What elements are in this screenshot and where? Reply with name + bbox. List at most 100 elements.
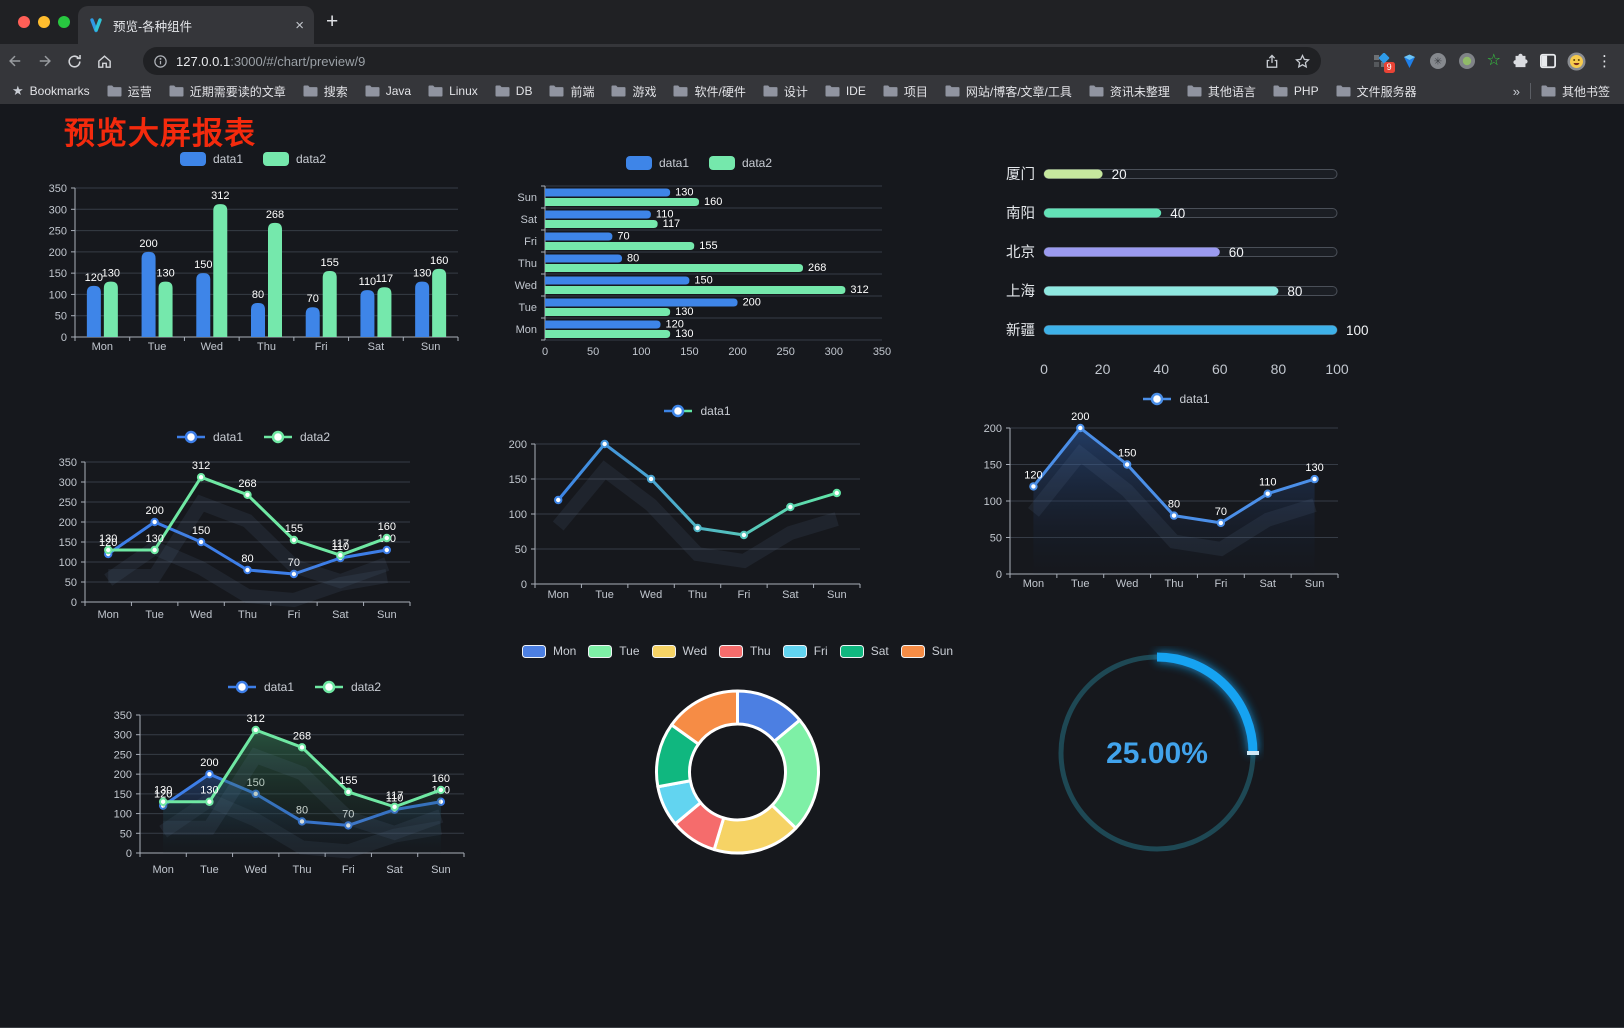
legend-item[interactable]: data1 [227, 680, 294, 694]
bookmark-folder[interactable]: 文件服务器 [1336, 83, 1417, 100]
legend-item[interactable]: data1 [179, 152, 243, 166]
svg-text:130: 130 [413, 268, 431, 280]
svg-text:Tue: Tue [1071, 578, 1090, 590]
tab-strip: 预览-各种组件 × + [0, 0, 1624, 44]
bookmark-folder[interactable]: 资讯未整理 [1089, 83, 1170, 100]
browser-menu-icon[interactable]: ⋮ [1597, 53, 1612, 70]
svg-text:80: 80 [1287, 284, 1302, 299]
bookmark-folder[interactable]: 软件/硬件 [673, 83, 746, 100]
legend-item[interactable]: data2 [314, 680, 381, 694]
legend-item[interactable]: data2 [263, 430, 330, 444]
maximize-window-button[interactable] [58, 16, 70, 28]
extension-grid-icon[interactable]: 9 [1373, 52, 1395, 73]
bookmark-folder[interactable]: PHP [1273, 84, 1319, 98]
bookmark-star-icon[interactable] [1294, 53, 1311, 70]
legend-label: data1 [658, 156, 689, 170]
svg-text:Thu: Thu [257, 341, 276, 353]
svg-text:80: 80 [1168, 499, 1180, 511]
bookmark-folder[interactable]: IDE [825, 84, 866, 98]
svg-text:110: 110 [386, 793, 404, 805]
reload-icon[interactable] [66, 53, 96, 70]
bookmark-folder[interactable]: 近期需要读的文章 [169, 83, 286, 100]
bookmark-folder-label: 运营 [127, 84, 152, 99]
legend-item[interactable]: data1 [625, 156, 689, 170]
bookmark-folder[interactable]: DB [495, 84, 532, 98]
legend-item[interactable]: Wed [651, 644, 707, 658]
folder-icon [611, 85, 626, 97]
legend-item[interactable]: Sat [839, 644, 889, 658]
chart-legend: data1 [962, 388, 1390, 410]
forward-icon[interactable] [36, 52, 66, 70]
extension-dot-icon[interactable] [1458, 52, 1476, 70]
bookmark-folder[interactable]: Linux [428, 84, 478, 98]
other-bookmarks-label: 其他书签 [1561, 84, 1610, 99]
legend-label: data2 [742, 156, 773, 170]
svg-text:120: 120 [85, 272, 103, 284]
folder-icon [1187, 85, 1202, 97]
svg-text:Sun: Sun [421, 341, 441, 353]
site-info-icon[interactable] [153, 54, 168, 69]
other-bookmarks-folder[interactable]: 其他书签 [1541, 83, 1610, 100]
svg-text:50: 50 [65, 577, 77, 589]
svg-text:268: 268 [266, 209, 284, 221]
svg-text:Sat: Sat [386, 864, 403, 876]
emoji-extension-icon[interactable] [1567, 52, 1586, 71]
new-tab-button[interactable]: + [326, 10, 339, 33]
svg-text:Sun: Sun [517, 192, 537, 204]
address-bar[interactable]: 127.0.0.1:3000/#/chart/preview/9 [143, 47, 1321, 75]
bookmark-folder-label: 其他语言 [1207, 84, 1256, 99]
close-window-button[interactable] [18, 16, 30, 28]
tab-close-icon[interactable]: × [295, 16, 304, 34]
bookmarks-manager[interactable]: ★ Bookmarks [12, 83, 90, 99]
back-icon[interactable] [6, 52, 36, 70]
bookmark-folder[interactable]: 其他语言 [1187, 83, 1256, 100]
legend-item[interactable]: data2 [709, 156, 772, 170]
legend-item[interactable]: data1 [663, 404, 731, 418]
bookmark-folder-label: 游戏 [632, 84, 657, 99]
legend-item[interactable]: Mon [521, 644, 576, 658]
chart-legend: data1 data2 [500, 152, 898, 174]
bookmark-folder[interactable]: 网站/博客/文章/工具 [945, 83, 1072, 100]
legend-item[interactable]: data1 [1142, 392, 1210, 406]
url-path: :3000/#/chart/preview/9 [230, 53, 366, 69]
svg-text:150: 150 [59, 537, 77, 549]
extension-gem-icon[interactable] [1401, 53, 1418, 70]
svg-text:160: 160 [704, 196, 722, 208]
svg-text:70: 70 [1215, 506, 1227, 518]
extension-wheel-icon[interactable]: ✳ [1429, 52, 1447, 70]
page-title: 预览大屏报表 [64, 116, 256, 151]
svg-text:250: 250 [777, 346, 795, 358]
legend-item[interactable]: Fri [782, 644, 828, 658]
svg-text:Mon: Mon [152, 864, 173, 876]
svg-text:Sat: Sat [520, 214, 537, 226]
bookmark-folder[interactable]: 项目 [883, 83, 928, 100]
legend-item[interactable]: Thu [719, 644, 771, 658]
share-icon[interactable] [1264, 53, 1280, 70]
extension-green-star-icon[interactable]: ☆ [1486, 52, 1501, 69]
svg-text:350: 350 [114, 710, 132, 722]
bookmark-folder[interactable]: 游戏 [611, 83, 656, 100]
bookmarks-overflow-chevron[interactable]: » [1512, 83, 1520, 99]
bookmark-folder[interactable]: Java [365, 84, 411, 98]
extensions-puzzle-icon[interactable] [1512, 53, 1529, 70]
svg-text:200: 200 [743, 297, 761, 309]
legend-label: data1 [1179, 392, 1210, 406]
area-line-chart: data1 0 50 100 150 200 Mon Tue Wed Thu Fri Sat Sun 12… [962, 388, 1390, 598]
legend-item[interactable]: data1 [176, 430, 243, 444]
sidebar-toggle-icon[interactable] [1540, 53, 1556, 69]
legend-item[interactable]: data2 [263, 152, 326, 166]
svg-text:50: 50 [990, 533, 1002, 545]
bookmark-folder[interactable]: 前端 [549, 83, 594, 100]
bookmark-folder[interactable]: 搜索 [303, 83, 348, 100]
home-icon[interactable] [96, 53, 126, 70]
svg-text:Wed: Wed [1116, 578, 1138, 590]
folder-icon [763, 85, 778, 97]
svg-text:150: 150 [984, 460, 1002, 472]
svg-text:130: 130 [156, 268, 174, 280]
minimize-window-button[interactable] [38, 16, 50, 28]
legend-item[interactable]: Tue [588, 644, 640, 658]
bookmark-folder[interactable]: 设计 [763, 83, 808, 100]
browser-tab[interactable]: 预览-各种组件 × [78, 6, 314, 44]
bookmark-folder[interactable]: 运营 [107, 83, 152, 100]
legend-item[interactable]: Sun [900, 644, 953, 658]
